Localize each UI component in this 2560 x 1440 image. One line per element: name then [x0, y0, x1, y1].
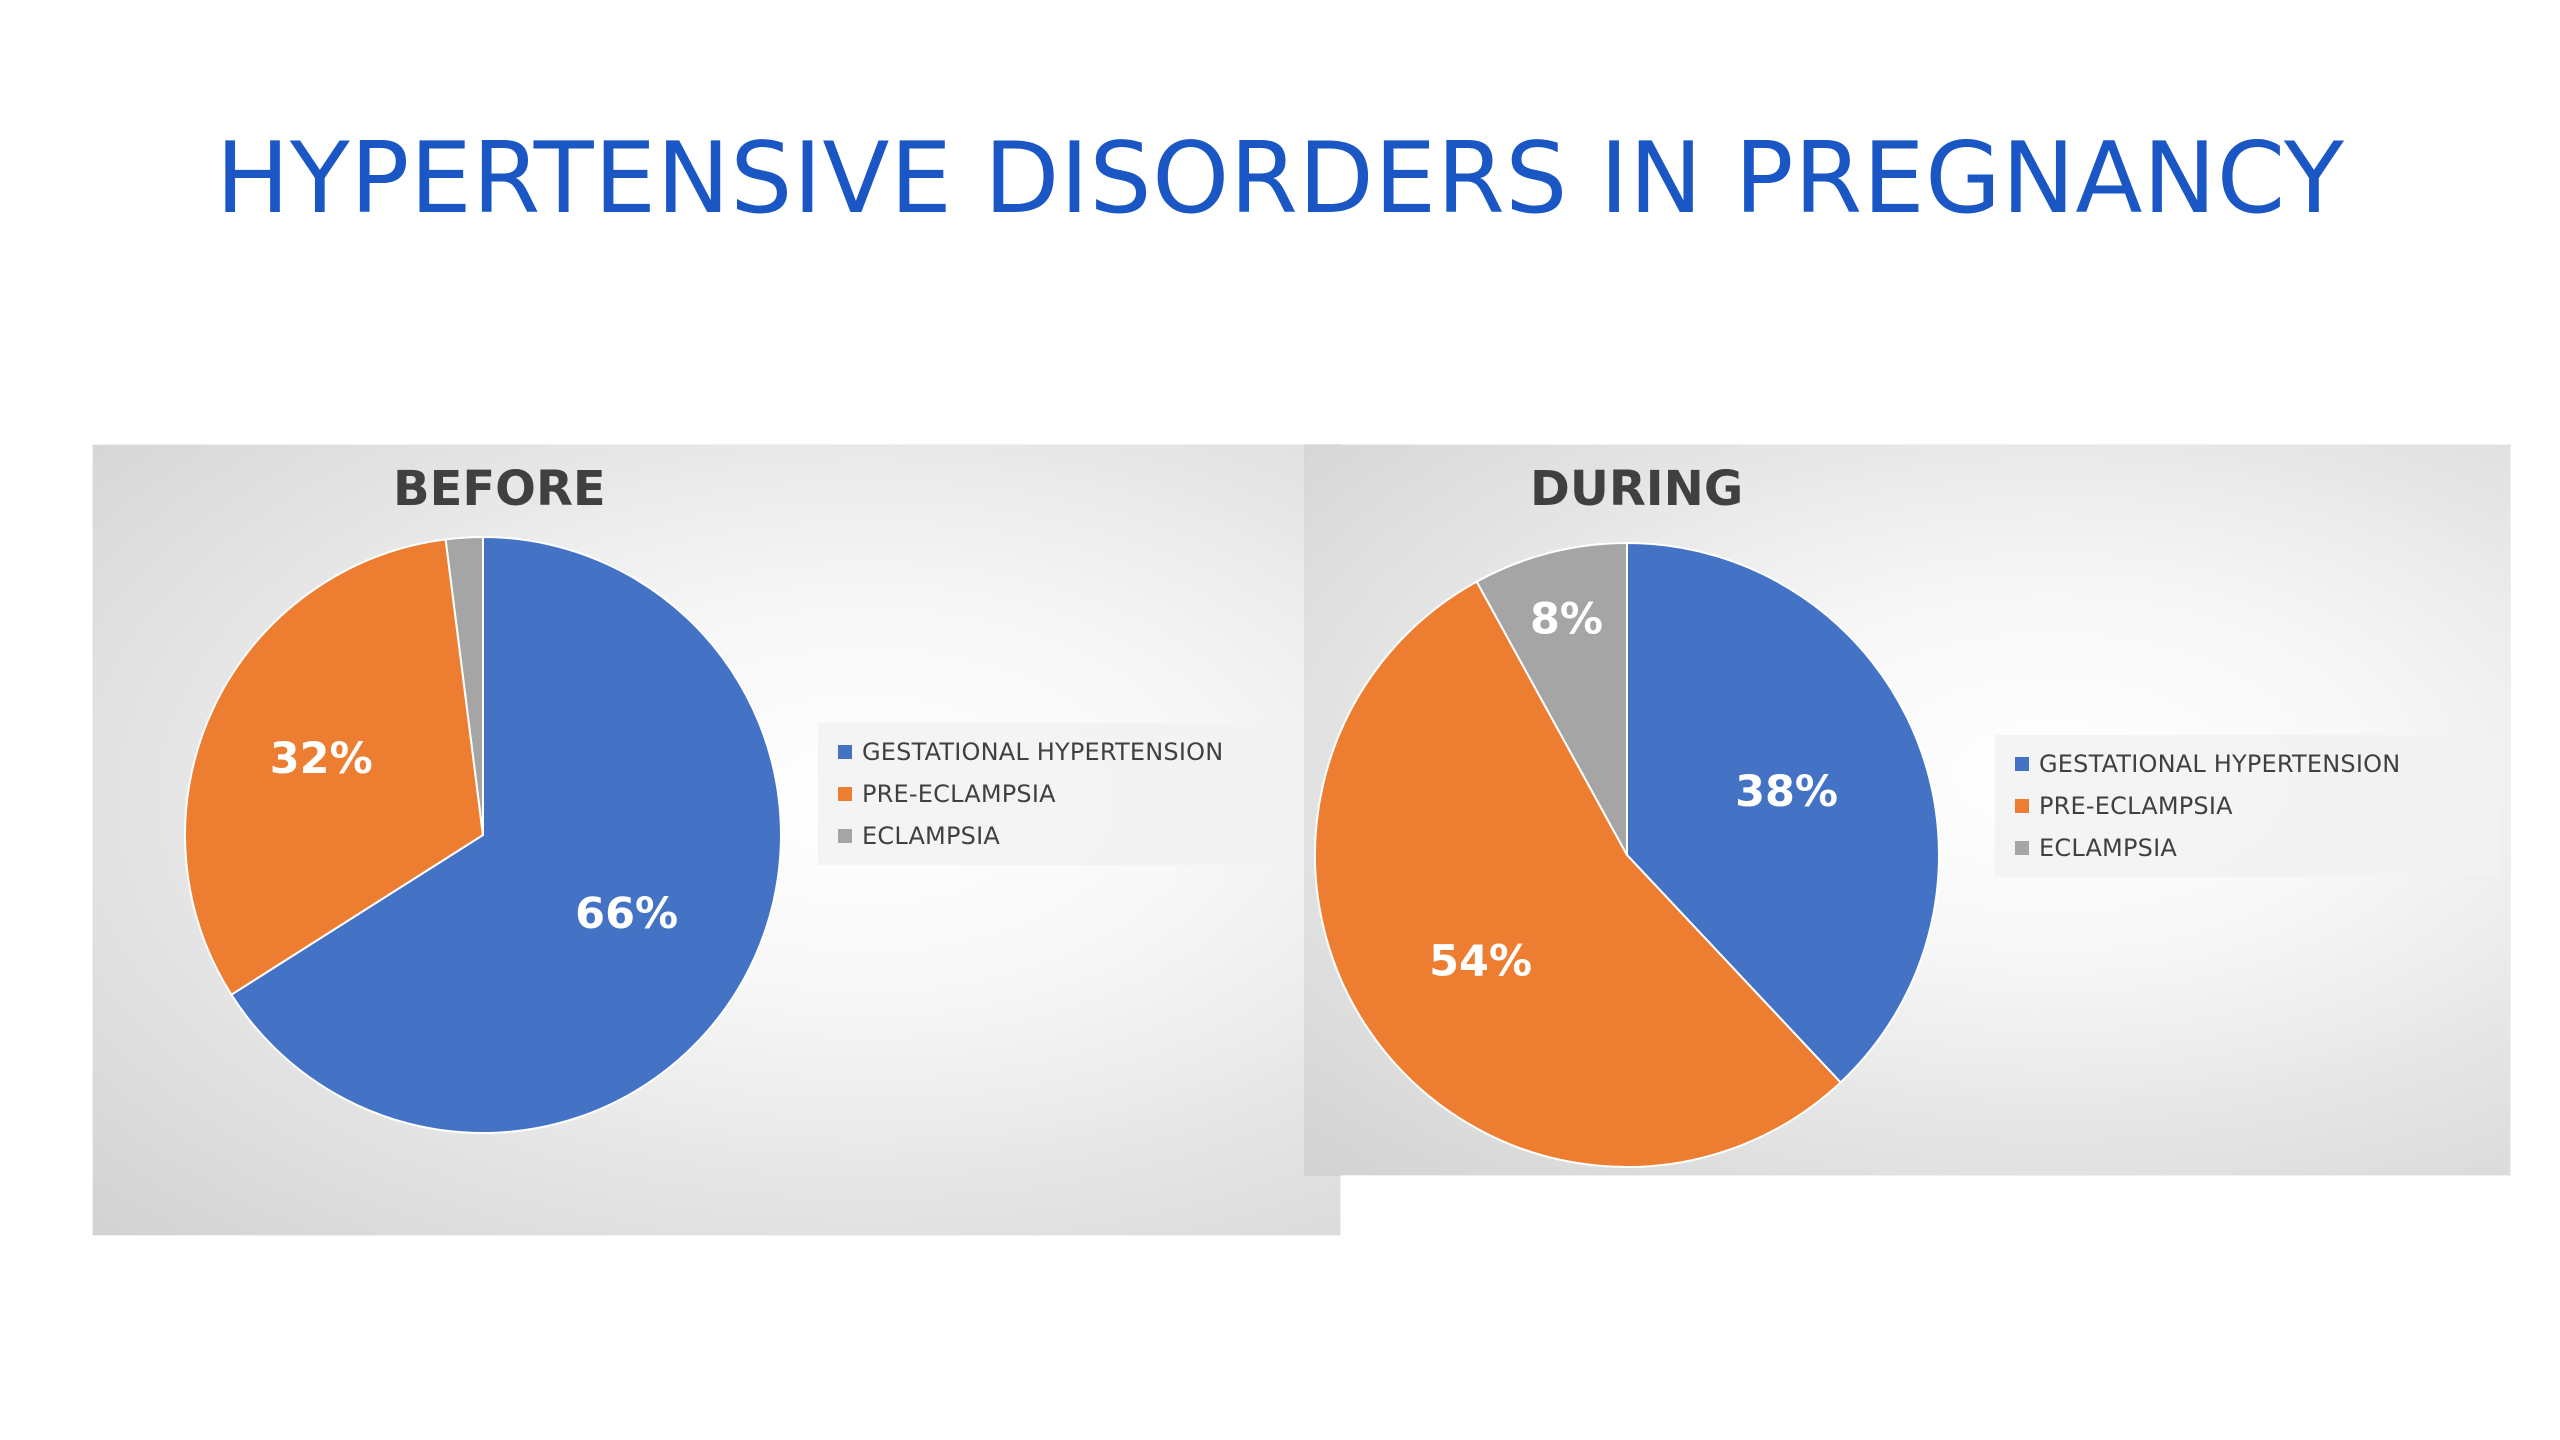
legend-item-pre-eclampsia: PRE-ECLAMPSIA [818, 773, 1298, 815]
slide-title: HYPERTENSIVE DISORDERS IN PREGNANCY [215, 122, 2345, 236]
slice-label-gestational-hypertension: 38% [1735, 767, 1838, 817]
legend-during: GESTATIONAL HYPERTENSION PRE-ECLAMPSIA E… [1995, 735, 2500, 877]
slice-label-pre-eclampsia: 54% [1429, 936, 1532, 986]
legend-item-eclampsia: ECLAMPSIA [1995, 827, 2500, 869]
legend-before: GESTATIONAL HYPERTENSION PRE-ECLAMPSIA E… [818, 723, 1298, 865]
chart-panel-during: DURING 38% 54% 8% GESTATIONAL HYPERTENSION… [1305, 445, 2510, 1175]
legend-swatch [838, 787, 852, 801]
slice-label-eclampsia: 8% [1530, 594, 1603, 644]
legend-item-pre-eclampsia: PRE-ECLAMPSIA [1995, 785, 2500, 827]
pie-slice-eclampsia [444, 535, 484, 836]
chart-title-before: BEFORE [393, 461, 606, 517]
slice-label-pre-eclampsia: 32% [270, 734, 373, 784]
pie-slice-eclampsia [1475, 541, 1628, 856]
pie-slice-gestational-hypertension [1626, 541, 1940, 1084]
legend-label: GESTATIONAL HYPERTENSION [862, 738, 1224, 766]
legend-swatch [2015, 841, 2029, 855]
legend-item-gestational-hypertension: GESTATIONAL HYPERTENSION [1995, 743, 2500, 785]
legend-label: PRE-ECLAMPSIA [862, 780, 1056, 808]
pie-slice-pre-eclampsia [1314, 580, 1842, 1168]
slice-label-gestational-hypertension: 66% [575, 889, 678, 939]
legend-label: GESTATIONAL HYPERTENSION [2039, 750, 2401, 778]
pie-slice-pre-eclampsia [184, 538, 485, 997]
legend-label: ECLAMPSIA [862, 822, 1000, 850]
legend-swatch [838, 829, 852, 843]
chart-title-during: DURING [1530, 461, 1744, 517]
pie-chart-during: 38% 54% 8% [1314, 541, 1940, 1168]
legend-label: ECLAMPSIA [2039, 834, 2177, 862]
legend-swatch [838, 745, 852, 759]
legend-label: PRE-ECLAMPSIA [2039, 792, 2233, 820]
pie-slice-gestational-hypertension [230, 535, 782, 1134]
chart-panel-before: BEFORE 66% 32% GESTATIONAL HYPERTENSION P… [93, 445, 1340, 1235]
legend-item-gestational-hypertension: GESTATIONAL HYPERTENSION [818, 731, 1298, 773]
legend-swatch [2015, 757, 2029, 771]
legend-item-eclampsia: ECLAMPSIA [818, 815, 1298, 857]
legend-swatch [2015, 799, 2029, 813]
pie-chart-before: 66% 32% [184, 535, 782, 1134]
